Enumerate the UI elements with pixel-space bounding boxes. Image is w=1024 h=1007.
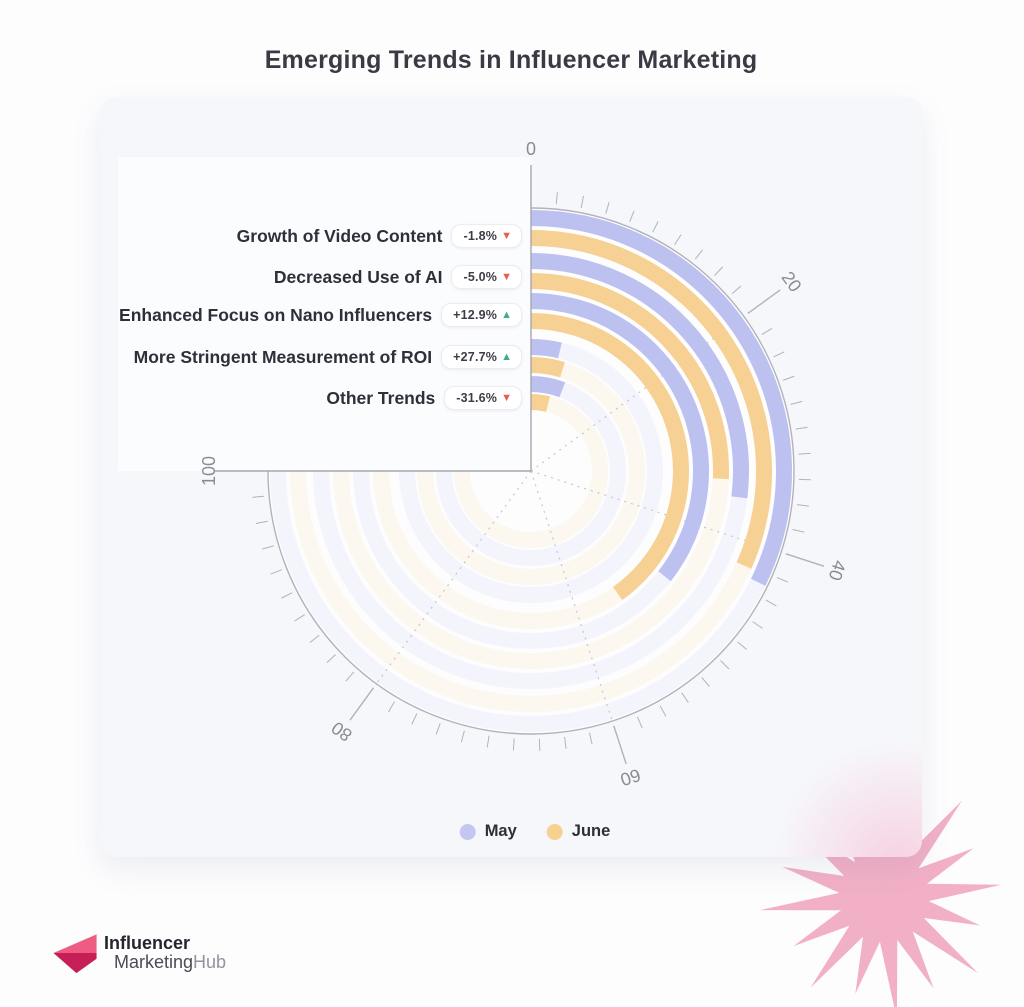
minor-tick (411, 713, 418, 725)
chart-legend: May June (459, 822, 611, 841)
minor-tick (761, 328, 773, 336)
axis-tick-label: 100 (199, 456, 219, 486)
legend-dot (546, 823, 563, 840)
minor-tick (605, 201, 610, 214)
minor-tick (564, 736, 567, 749)
axis-tick-label: 60 (618, 765, 643, 790)
minor-tick (782, 375, 795, 381)
trend-panel-bg (118, 157, 531, 471)
minor-tick (737, 641, 748, 650)
legend-item-june: June (546, 822, 611, 841)
legend-label: May (484, 822, 517, 840)
minor-tick (555, 192, 558, 205)
legend-item-may: May (459, 822, 517, 841)
minor-tick (701, 677, 710, 688)
logo-line2: MarketingHub (114, 952, 227, 972)
major-tick (785, 553, 825, 567)
minor-tick (281, 592, 293, 599)
minor-tick (720, 660, 730, 670)
logo-line1: Influencer (104, 933, 191, 954)
minor-tick (674, 234, 682, 245)
minor-tick (659, 705, 667, 717)
bar-may-3 (530, 339, 562, 359)
minor-tick (588, 732, 593, 745)
minor-tick (345, 671, 355, 682)
bar-june-4 (530, 394, 551, 412)
minor-tick (792, 528, 805, 533)
minor-tick (731, 285, 742, 295)
minor-tick (790, 400, 803, 405)
minor-tick (798, 452, 811, 455)
minor-tick (460, 730, 465, 743)
minor-tick (629, 210, 635, 223)
minor-tick (765, 599, 777, 607)
minor-tick (776, 576, 789, 583)
minor-tick (252, 495, 265, 498)
minor-tick (486, 735, 490, 748)
minor-tick (435, 722, 441, 735)
axis-tick-label: 80 (328, 718, 356, 746)
axis-tick-label: 20 (778, 268, 806, 296)
minor-tick (270, 569, 283, 575)
minor-tick (714, 266, 724, 276)
chart-card: 0 20 40 60 80 100 Growth of Video Content -1.8… (100, 97, 922, 857)
major-tick (747, 289, 781, 315)
minor-tick (261, 545, 274, 550)
minor-tick (580, 195, 584, 208)
logo-arrow-icon (53, 934, 97, 974)
influencer-marketinghub-logo: Influencer MarketingHub (52, 930, 226, 976)
minor-tick (512, 738, 515, 751)
minor-tick (255, 520, 268, 524)
minor-tick (796, 504, 809, 507)
minor-tick (752, 621, 763, 629)
minor-tick (294, 614, 305, 622)
axis-tick-label: 0 (526, 139, 536, 159)
starburst-decoration (759, 775, 1002, 1007)
minor-tick (326, 654, 336, 664)
radial-chart: 0 20 40 60 80 100 (118, 139, 850, 790)
minor-tick (309, 634, 320, 644)
axis-tick-label: 40 (825, 558, 850, 583)
minor-tick (652, 221, 659, 233)
minor-tick (773, 351, 785, 358)
page-title: Emerging Trends in Influencer Marketing (264, 46, 758, 74)
minor-tick (681, 692, 689, 703)
legend-label: June (571, 822, 611, 840)
major-tick (613, 725, 627, 765)
bar-june-3 (530, 357, 565, 378)
major-tick (349, 687, 375, 721)
minor-tick (795, 426, 808, 430)
minor-tick (636, 716, 643, 729)
minor-tick (388, 701, 396, 713)
minor-tick (694, 249, 704, 260)
legend-dot (459, 823, 476, 840)
bar-may-4 (530, 376, 566, 398)
